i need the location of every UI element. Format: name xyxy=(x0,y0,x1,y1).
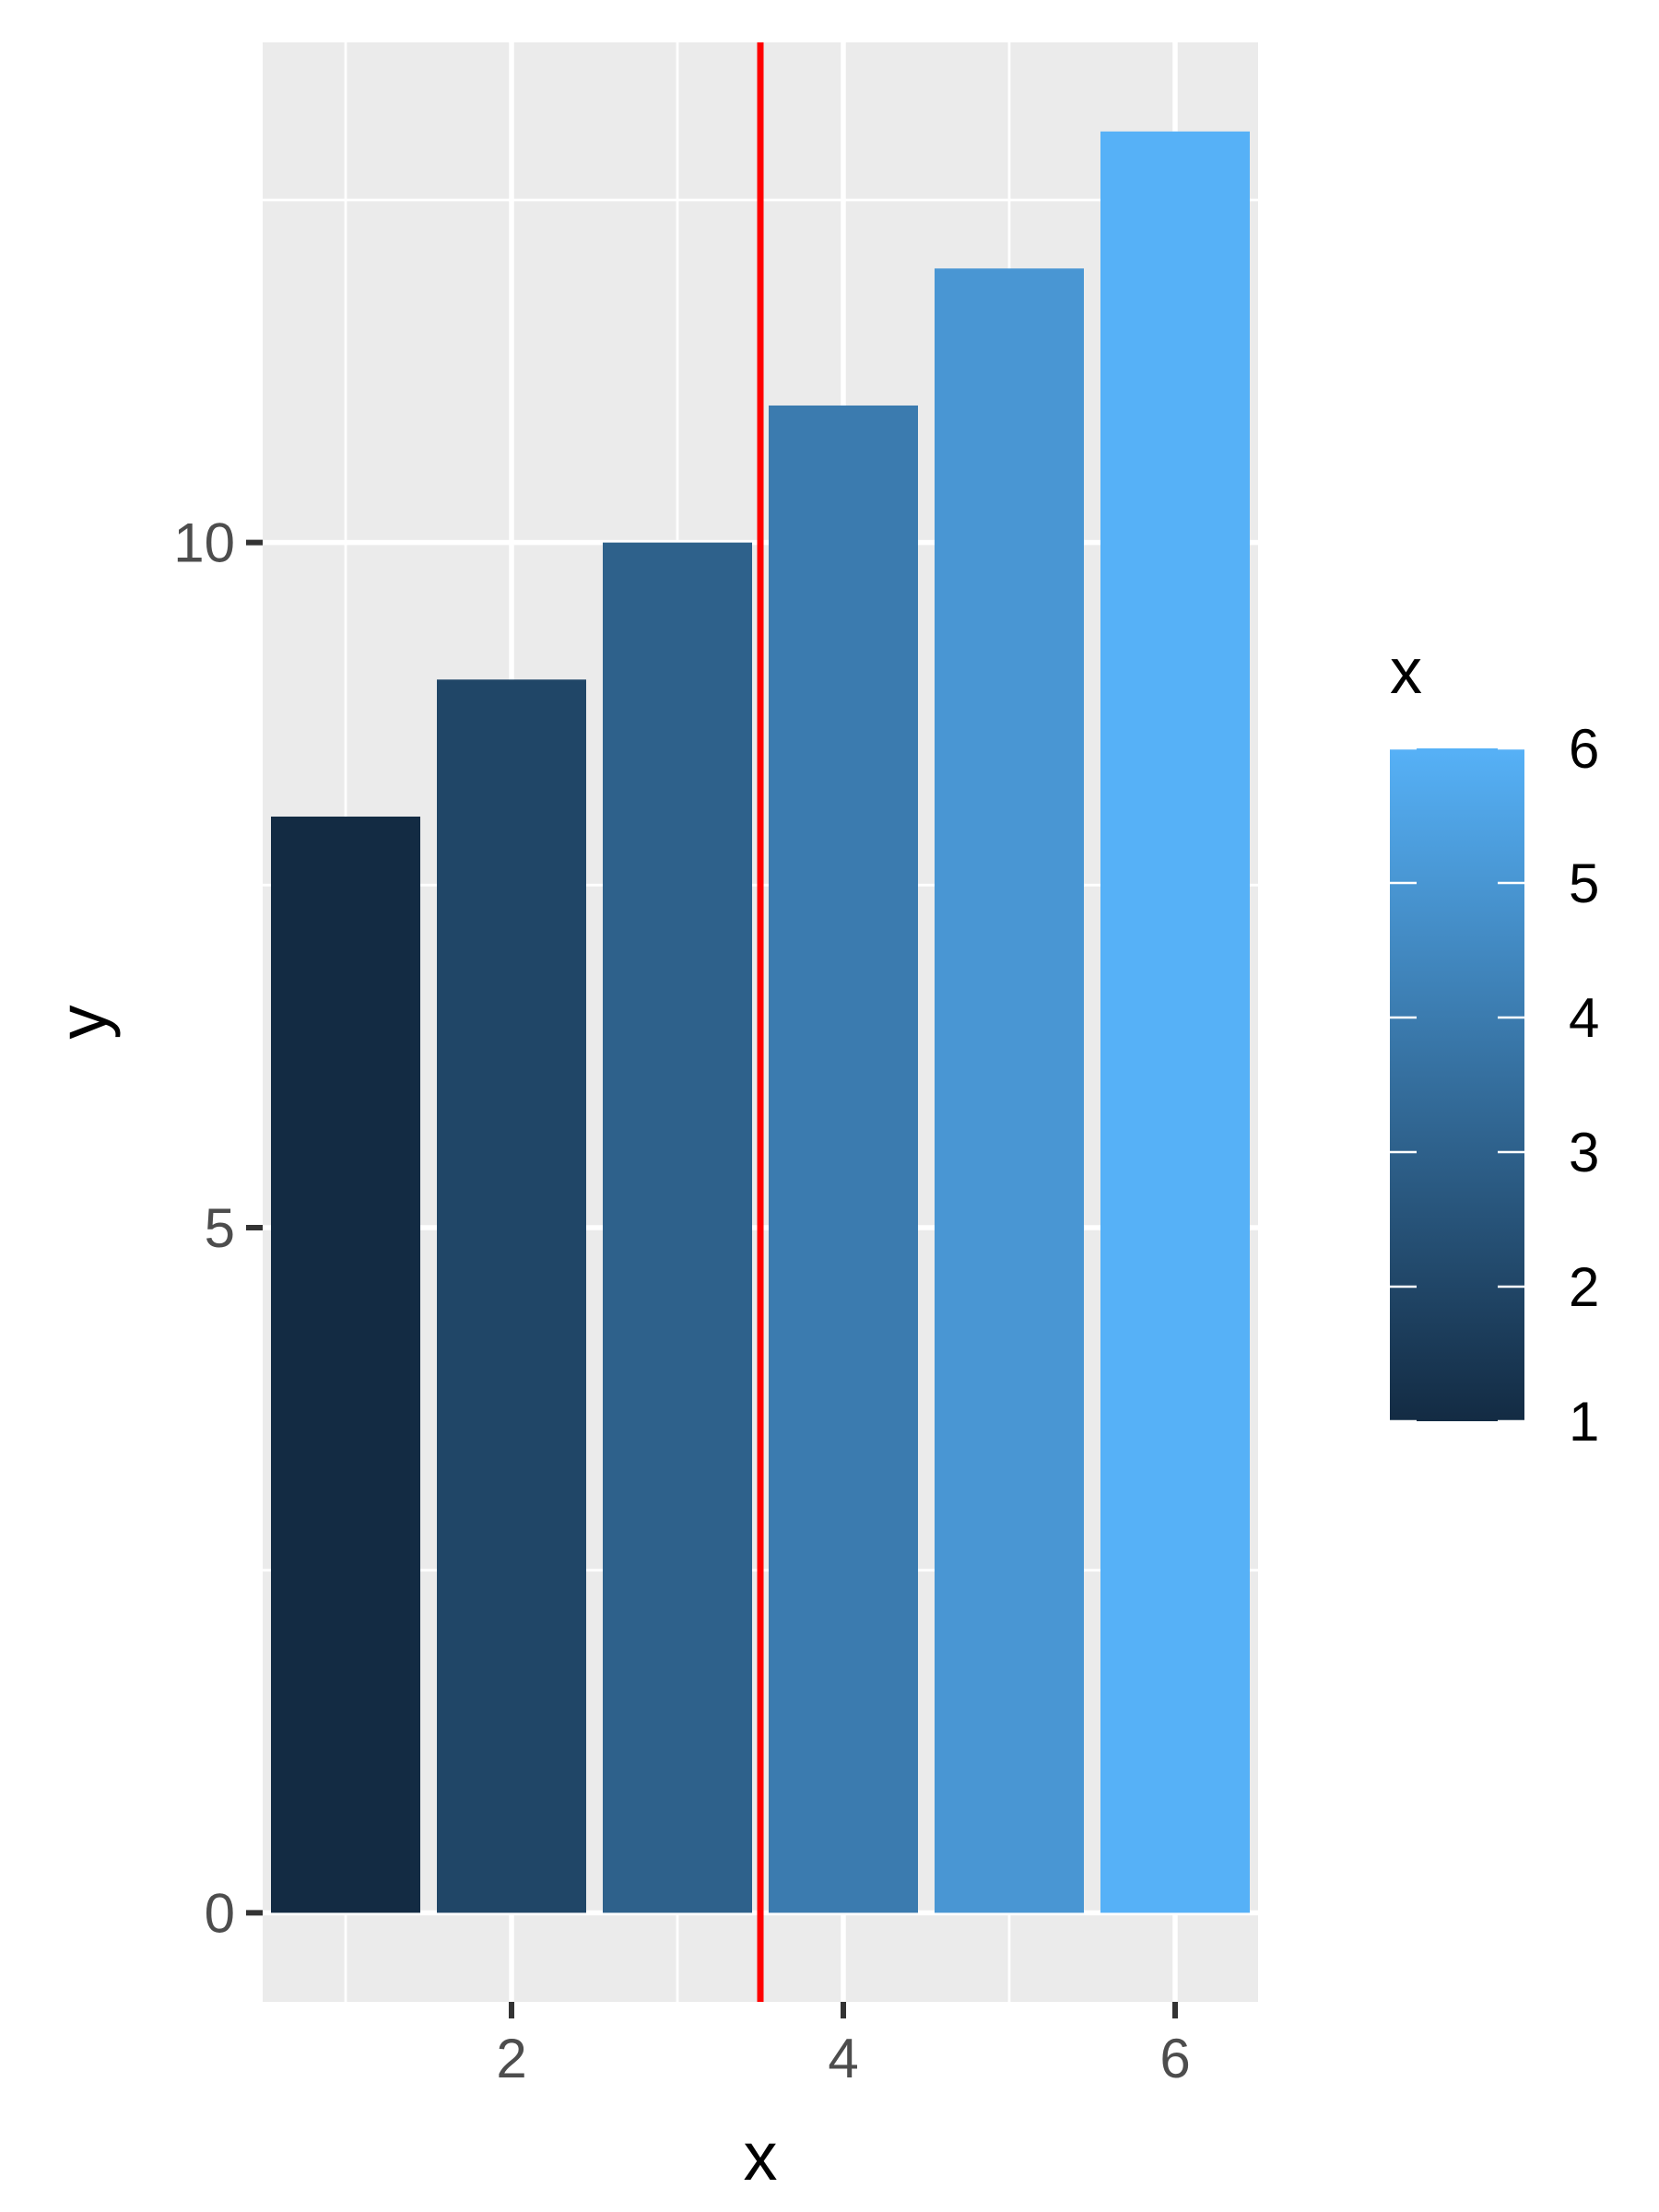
color-legend: x 1 2 3 4 5 6 xyxy=(1390,635,1599,1453)
bar-1 xyxy=(271,816,420,1913)
legend-label: 2 xyxy=(1569,1256,1599,1318)
x-axis-title: x xyxy=(744,2118,778,2194)
x-axis: 2 4 6 xyxy=(496,2002,1191,2089)
y-axis-title: y xyxy=(44,1006,121,1040)
x-tick-label: 4 xyxy=(828,2028,858,2089)
bar-3 xyxy=(603,542,752,1913)
legend-colorbar xyxy=(1390,748,1524,1421)
y-tick-label: 0 xyxy=(205,1882,235,1944)
legend-label: 5 xyxy=(1569,853,1599,914)
legend-label: 6 xyxy=(1569,718,1599,780)
bar-4 xyxy=(769,405,918,1913)
legend-label: 1 xyxy=(1569,1391,1599,1453)
bar-2 xyxy=(437,679,586,1913)
legend-label: 4 xyxy=(1569,987,1599,1049)
y-tick-label: 10 xyxy=(173,512,235,574)
bar-5 xyxy=(935,268,1084,1913)
legend-ticks: 1 2 3 4 5 6 xyxy=(1390,718,1599,1453)
bar-6 xyxy=(1100,131,1250,1913)
y-tick-label: 5 xyxy=(205,1197,235,1259)
x-tick-label: 2 xyxy=(496,2028,526,2089)
y-axis: 0 5 10 xyxy=(173,512,263,1944)
legend-title: x xyxy=(1390,635,1422,707)
x-tick-label: 6 xyxy=(1159,2028,1190,2089)
bars xyxy=(271,131,1250,1913)
legend-label: 3 xyxy=(1569,1122,1599,1183)
